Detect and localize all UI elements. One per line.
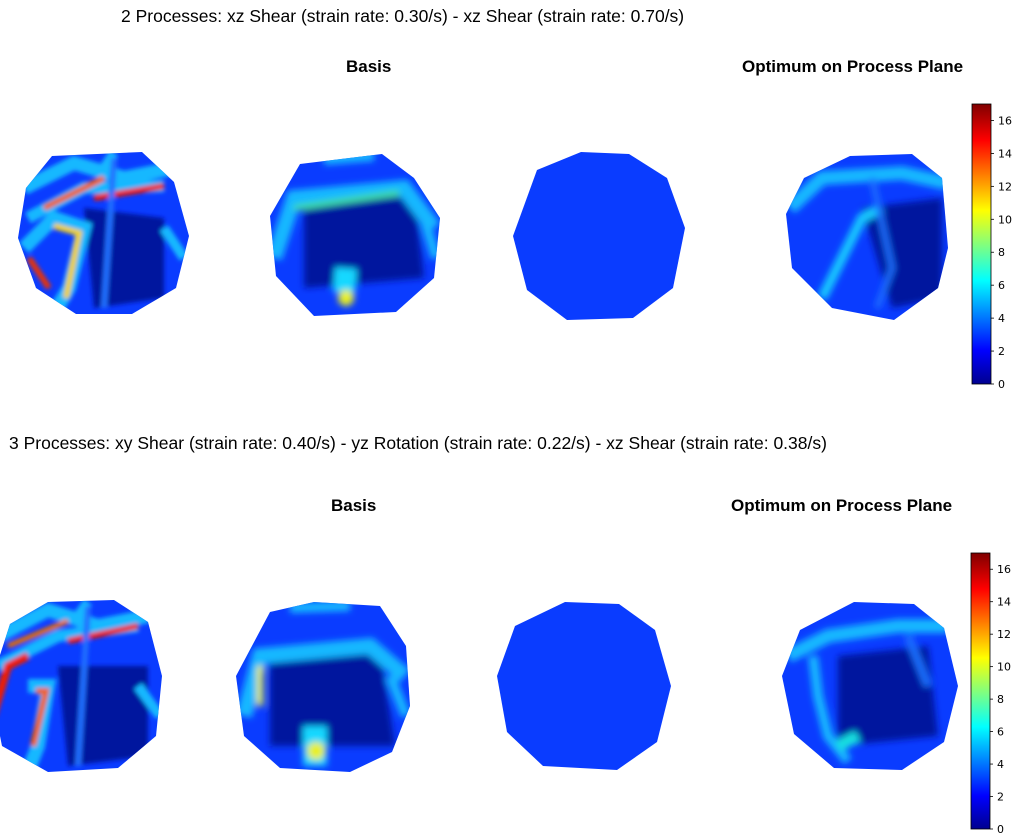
row1-colorbar-tick-label: 10 bbox=[998, 213, 1012, 226]
row2-optimum-map bbox=[782, 602, 958, 770]
row2-colorbar-tick-label: 0 bbox=[997, 823, 1004, 836]
row2-title: 3 Processes: xy Shear (strain rate: 0.40… bbox=[9, 433, 827, 453]
row1-basis-map-3 bbox=[513, 152, 685, 320]
row2-colorbar-tick-label: 16 bbox=[997, 563, 1011, 576]
row2-colorbar-tick-label: 10 bbox=[997, 661, 1011, 674]
row1-optimum-map bbox=[786, 154, 948, 320]
row1-colorbar-tick-label: 0 bbox=[998, 378, 1005, 391]
row1-colorbar-tick-label: 6 bbox=[998, 279, 1005, 292]
row1-colorbar-tick-label: 2 bbox=[998, 345, 1005, 358]
row1-colorbar-tick-label: 14 bbox=[998, 147, 1012, 160]
row2-colorbar-tick-label: 2 bbox=[997, 791, 1004, 804]
row1-basis-map-2 bbox=[270, 154, 440, 316]
row1-title: 2 Processes: xz Shear (strain rate: 0.30… bbox=[121, 6, 685, 26]
row2-colorbar-tick-label: 14 bbox=[997, 596, 1011, 609]
row1-colorbar-tick-label: 16 bbox=[998, 114, 1012, 127]
row1-colorbar-tick-label: 12 bbox=[998, 180, 1012, 193]
row2-colorbar-gradient bbox=[970, 552, 991, 830]
row1-optimum-label: Optimum on Process Plane bbox=[742, 57, 964, 76]
row2-optimum-label: Optimum on Process Plane bbox=[731, 496, 953, 515]
row2-basis-map-2 bbox=[236, 602, 410, 772]
row1-colorbar-tick-label: 8 bbox=[998, 246, 1005, 259]
row1-colorbar-gradient bbox=[971, 103, 992, 385]
row2-colorbar: 16 14 12 10 8 6 4 2 0 bbox=[970, 552, 1011, 836]
row1-basis-label: Basis bbox=[346, 57, 392, 76]
row2-colorbar-tick-label: 6 bbox=[997, 726, 1004, 739]
row2-colorbar-tick-label: 12 bbox=[997, 628, 1011, 641]
row2-colorbar-tick-label: 8 bbox=[997, 693, 1004, 706]
row2-basis-map-1 bbox=[0, 600, 162, 772]
row1-basis-map-1 bbox=[18, 152, 189, 314]
row1-colorbar: 16 14 12 10 8 6 4 2 0 bbox=[971, 103, 1012, 391]
row2-colorbar-tick-label: 4 bbox=[997, 758, 1004, 771]
row2-basis-label: Basis bbox=[331, 496, 377, 515]
row1-colorbar-tick-label: 4 bbox=[998, 312, 1005, 325]
row2-basis-map-3 bbox=[497, 602, 671, 770]
